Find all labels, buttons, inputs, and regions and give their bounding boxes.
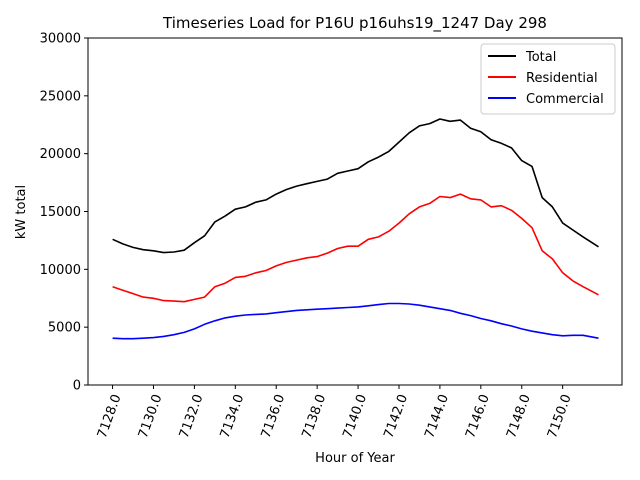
y-tick-label: 25000 (40, 89, 81, 104)
y-tick-label: 15000 (40, 205, 81, 220)
y-tick-label: 5000 (48, 321, 81, 336)
legend-box (480, 43, 616, 115)
series-line-total (112, 118, 599, 254)
series-line-residential (112, 193, 599, 303)
legend: Total Residential Commercial (480, 43, 616, 115)
y-tick-label: 0 (73, 379, 81, 394)
x-axis-label: Hour of Year (315, 451, 395, 466)
y-tick-label: 20000 (40, 147, 81, 162)
y-tick-label: 10000 (40, 263, 81, 278)
chart-title: Timeseries Load for P16U p16uhs19_1247 D… (162, 14, 547, 33)
legend-label-commercial: Commercial (526, 92, 604, 107)
series-layer (112, 118, 599, 340)
y-tick-label: 30000 (40, 32, 81, 47)
legend-label-total: Total (525, 50, 556, 65)
y-axis-label: kW total (14, 185, 29, 239)
legend-label-residential: Residential (526, 71, 598, 86)
y-axis: 0 5000 10000 15000 20000 25000 30000 (40, 32, 88, 394)
series-line-commercial (112, 302, 599, 340)
